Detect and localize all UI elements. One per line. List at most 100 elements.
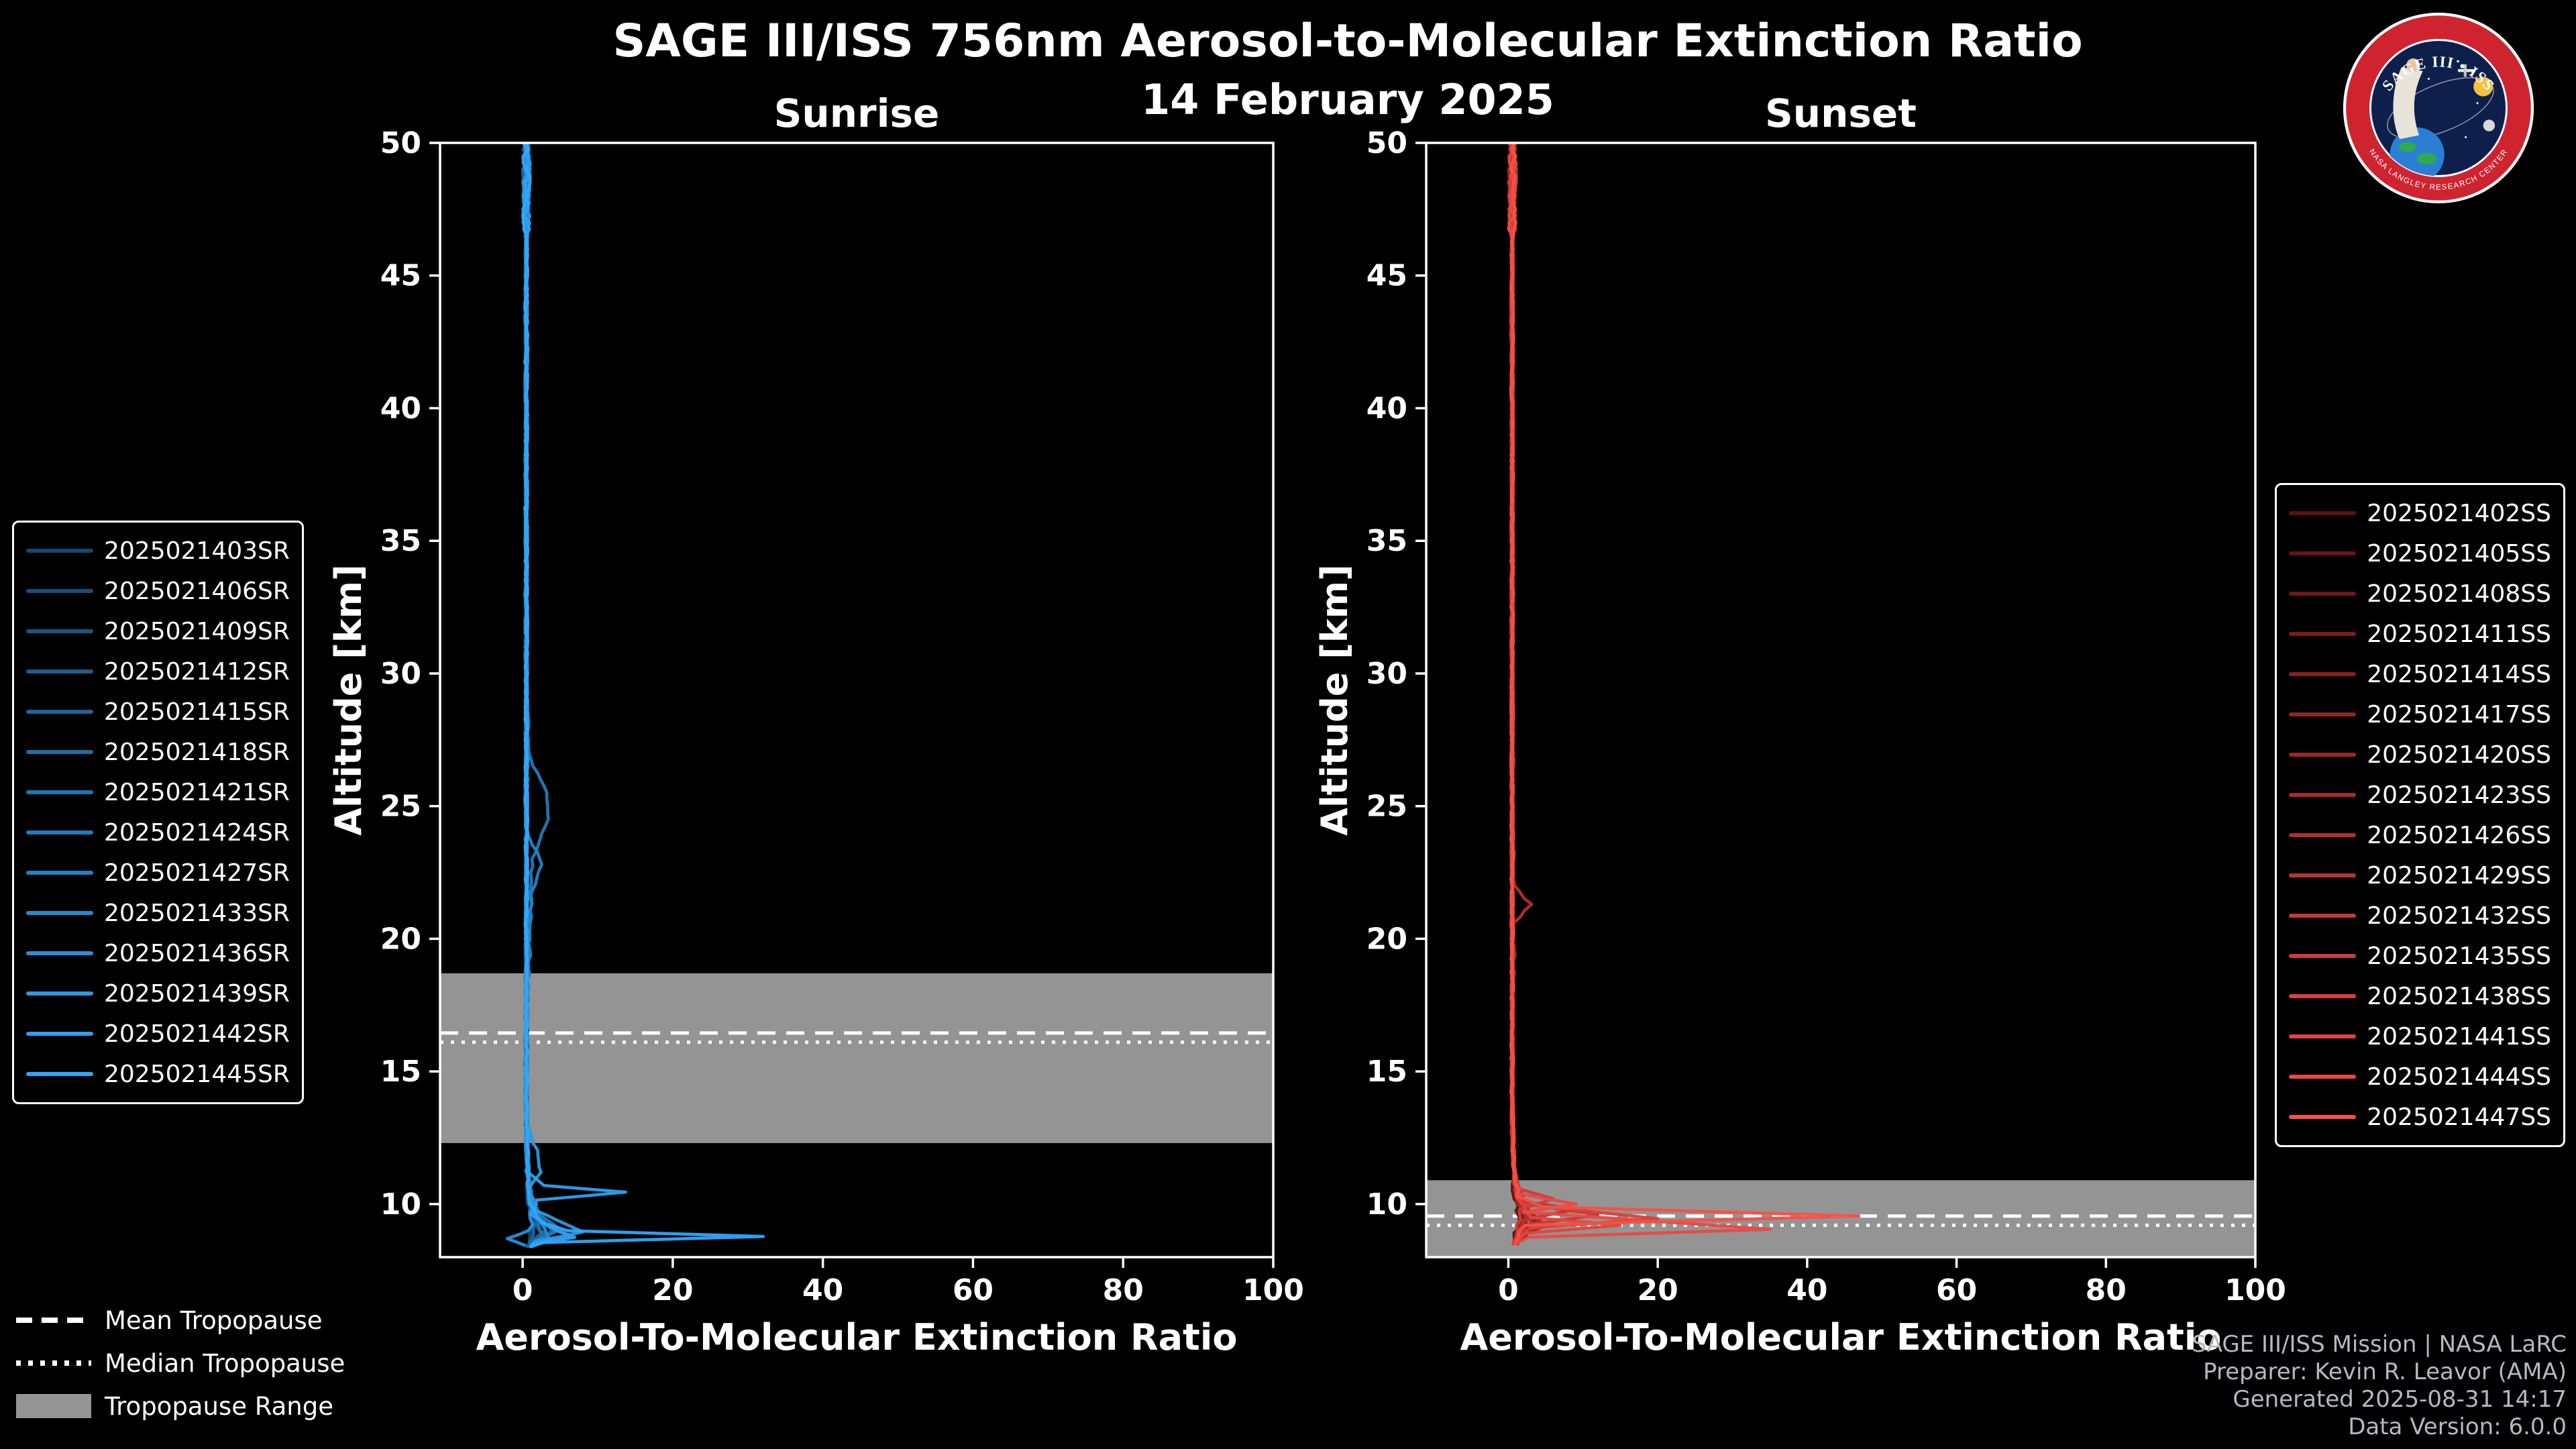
legend-line-sample [2289,753,2357,757]
legend-label: 2025021427SR [104,859,290,887]
legend-item: 2025021409SR [26,611,290,651]
legend-label: 2025021441SS [2367,1022,2551,1051]
legend-item: 2025021402SS [2289,493,2551,533]
legend-item: 2025021417SS [2289,694,2551,735]
figure-robe [2393,67,2423,140]
profile-line [1509,143,1548,1246]
legend-line-sample [26,951,93,955]
legend-item: 2025021439SR [26,973,290,1014]
x-tick-label: 60 [953,1273,994,1307]
legend-item: 2025021411SS [2289,614,2551,654]
x-tick-label: 0 [1498,1273,1519,1307]
legend-line-sample [2289,914,2357,918]
legend-item: 2025021420SS [2289,735,2551,775]
y-tick-label: 45 [1366,259,1407,293]
y-tick-label: 10 [380,1187,421,1222]
legend-label: 2025021421SR [104,778,290,806]
tropopause-legend-label: Median Tropopause [105,1348,345,1378]
legend-label: 2025021406SR [104,577,290,605]
legend-item: 2025021438SS [2289,976,2551,1016]
tropopause-legend-item: Median Tropopause [16,1347,345,1379]
credit-generated: Generated 2025-08-31 14:17 [2233,1386,2567,1413]
legend-label: 2025021412SR [104,657,290,686]
legend-item: 2025021414SS [2289,654,2551,694]
legend-label: 2025021403SR [104,537,290,565]
y-tick-label: 20 [1366,922,1407,956]
legend-line-sample [2289,833,2357,837]
x-tick-label: 100 [1242,1273,1304,1307]
panel-title: Sunset [1765,91,1917,136]
legend-line-sample [26,750,93,754]
profile-line [1507,143,1660,1246]
legend-line-sample [2289,592,2357,596]
legend-item: 2025021418SR [26,732,290,772]
x-tick-label: 20 [1638,1273,1678,1307]
axes-frame [439,142,1275,1258]
sunset-legend: 2025021402SS 2025021405SS 2025021408SS 2025… [2275,483,2565,1147]
legend-label: 2025021418SR [104,738,290,766]
x-tick-label: 20 [652,1273,693,1307]
sun-icon [2473,76,2493,97]
legend-item: 2025021427SR [26,853,290,893]
legend-item: 2025021447SS [2289,1097,2551,1137]
profile-line [1507,143,1577,1246]
legend-label: 2025021414SS [2367,660,2551,688]
figure-head [2406,58,2420,72]
legend-item: 2025021424SR [26,812,290,853]
y-tick-label: 50 [380,126,421,160]
x-axis-label: Aerosol-To-Molecular Extinction Ratio [1460,1316,2222,1358]
legend-item: 2025021421SR [26,772,290,812]
tropopause-legend-label: Mean Tropopause [105,1305,323,1335]
credits-block: SAGE III/ISS Mission | NASA LaRC Prepare… [2192,1331,2567,1441]
y-tick-label: 50 [1366,126,1407,160]
y-axis-label: Altitude [km] [327,564,370,836]
legend-label: 2025021445SR [104,1060,290,1088]
legend-line-sample [26,871,93,875]
profile-line [1507,143,1622,1243]
legend-item: 2025021423SS [2289,775,2551,815]
legend-label: 2025021420SS [2367,741,2551,769]
y-tick-label: 30 [1366,657,1407,691]
legend-line-sample [2289,551,2357,555]
legend-label: 2025021438SS [2367,982,2551,1010]
legend-item: 2025021433SR [26,893,290,933]
legend-line-sample [26,911,93,915]
x-tick-label: 80 [1103,1273,1144,1307]
y-tick-label: 15 [380,1055,421,1089]
legend-label: 2025021402SS [2367,499,2551,527]
legend-label: 2025021408SS [2367,580,2551,608]
legend-item: 2025021441SS [2289,1016,2551,1057]
legend-label: 2025021436SR [104,939,290,967]
plot-area-sunrise [440,143,1273,1248]
y-tick-label: 15 [1366,1055,1407,1089]
panel-title: Sunrise [774,91,940,136]
y-tick-label: 25 [380,790,421,824]
legend-line-sample [26,1032,93,1036]
legend-label: 2025021405SS [2367,539,2551,568]
y-axis-label: Altitude [km] [1313,564,1356,836]
legend-item: 2025021435SS [2289,936,2551,976]
y-tick-label: 35 [380,524,421,558]
legend-label: 2025021415SR [104,698,290,726]
legend-label: 2025021444SS [2367,1063,2551,1091]
profile-line [521,143,765,1248]
legend-label: 2025021432SS [2367,902,2551,930]
legend-line-sample [2289,632,2357,636]
legend-label: 2025021439SR [104,979,290,1008]
y-tick-label: 25 [1366,790,1407,824]
legend-label: 2025021426SS [2367,821,2551,849]
tropopause-legend: Mean Tropopause Median Tropopause Tropopau… [16,1304,345,1422]
dashed-line-sample [16,1318,91,1323]
x-tick-label: 40 [1786,1273,1827,1307]
legend-label: 2025021435SS [2367,942,2551,970]
legend-line-sample [26,790,93,794]
legend-line-sample [2289,994,2357,998]
legend-item: 2025021426SS [2289,815,2551,855]
legend-item: 2025021429SS [2289,855,2551,896]
legend-item: 2025021406SR [26,571,290,611]
legend-line-sample [26,991,93,996]
credit-version: Data Version: 6.0.0 [2348,1413,2567,1440]
dotted-line-sample [16,1360,91,1366]
x-tick-label: 100 [2224,1273,2286,1307]
